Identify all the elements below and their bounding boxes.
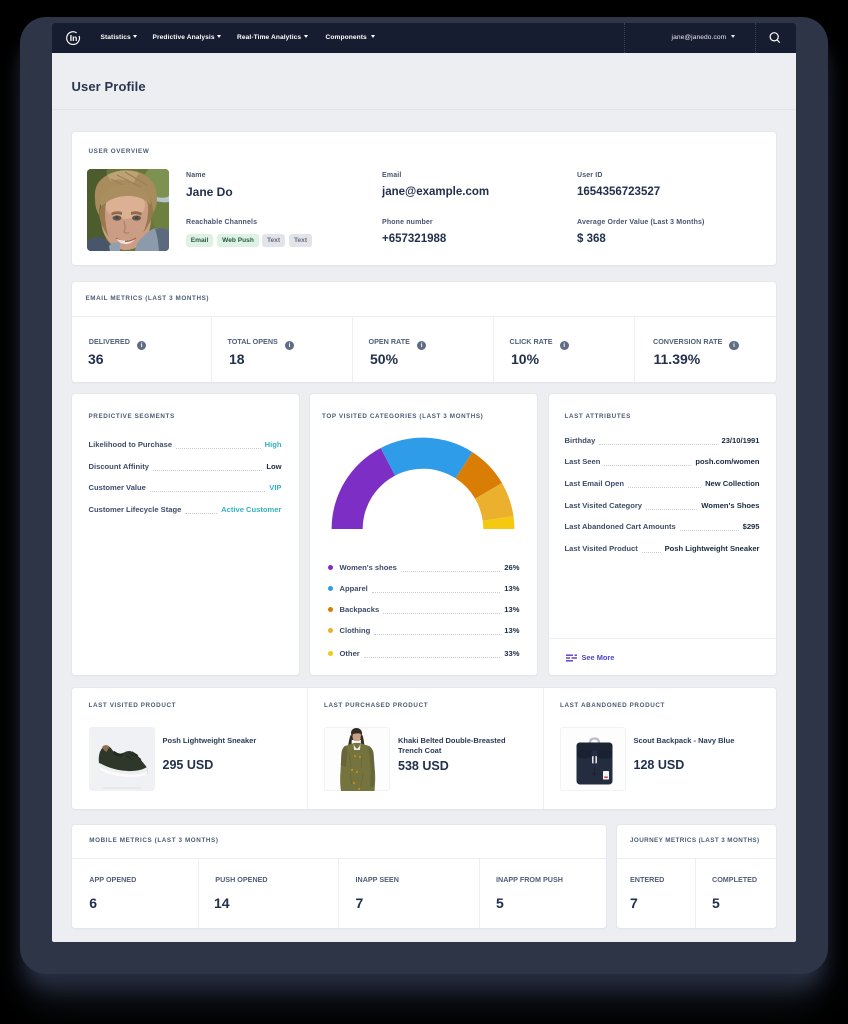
svg-text:In: In — [69, 33, 77, 43]
